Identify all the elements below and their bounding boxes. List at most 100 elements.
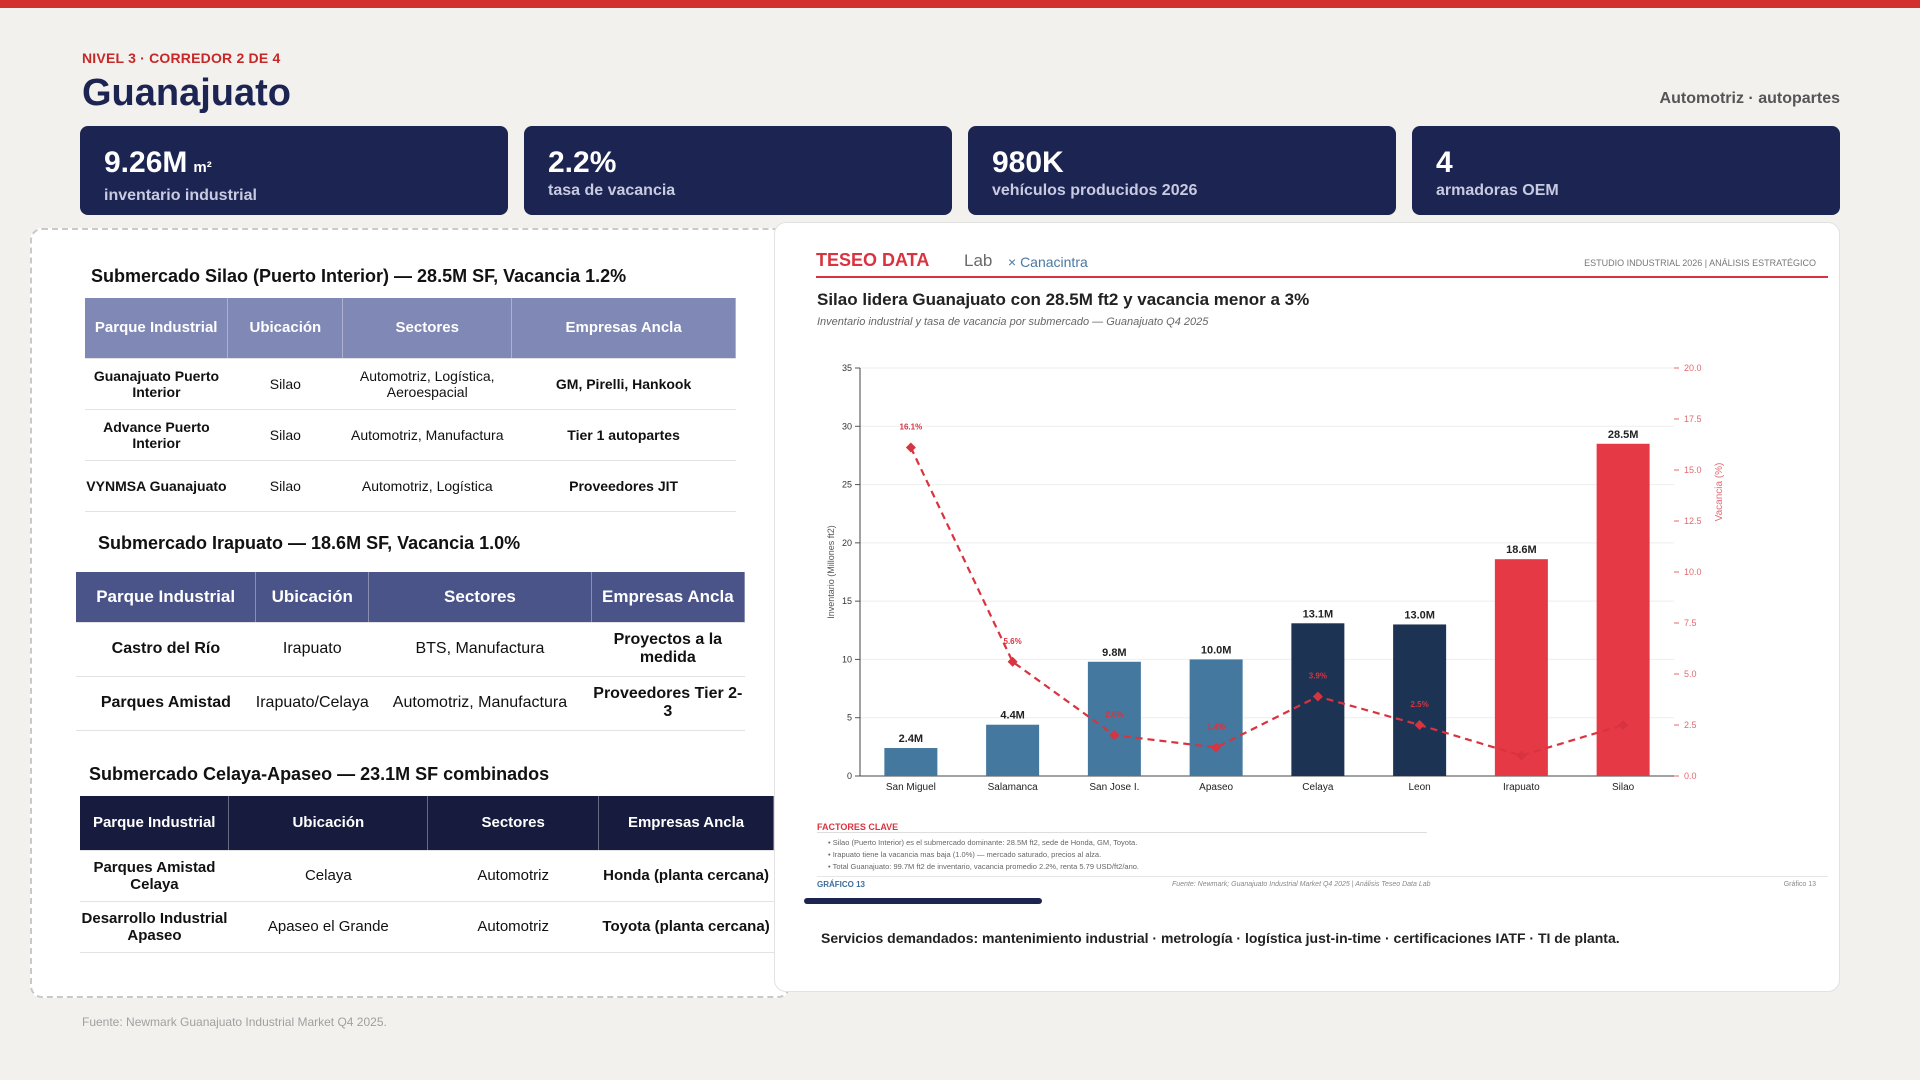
brand-lab: Lab: [964, 251, 993, 270]
y2-axis-label: Vacancia (%): [1714, 463, 1725, 522]
cell: Parques Amistad: [76, 676, 256, 731]
key-factor-item: • Irapuato tiene la vacancia mas baja (1…: [828, 850, 1102, 859]
cell: Apaseo el Grande: [228, 901, 428, 953]
page-tagline: Automotriz · autopartes: [1659, 90, 1840, 107]
kpi-label: armadoras OEM: [1436, 182, 1559, 199]
col-header: Sectores: [427, 796, 600, 851]
cell: Silao: [227, 409, 343, 461]
kpi-value: 980K: [992, 146, 1064, 179]
y2-tick-label: 17.5: [1684, 414, 1702, 424]
table-row: Parques Amistad Celaya Celaya Automotriz…: [80, 850, 774, 902]
vacancy-point: [1516, 750, 1527, 761]
cell: Celaya: [228, 850, 428, 902]
vacancy-point: [1109, 730, 1120, 741]
x-tick-label: Celaya: [1302, 782, 1334, 793]
cell: Automotriz, Manufactura: [368, 676, 592, 731]
vacancy-value-label: 16.1%: [900, 423, 923, 432]
vacancy-point: [1211, 742, 1222, 753]
kpi-label: tasa de vacancia: [548, 182, 676, 199]
cell: Automotriz, Manufactura: [342, 409, 512, 461]
y-tick-label: 0: [847, 771, 852, 781]
vacancy-line: [909, 447, 1624, 757]
key-factor-item: • Total Guanajuato: 99.7M ft2 de inventa…: [828, 862, 1140, 871]
bar: [1189, 659, 1243, 776]
bar-value-label: 18.6M: [1506, 544, 1537, 556]
x-tick-label: San Jose I.: [1089, 782, 1139, 793]
bar: [986, 724, 1040, 776]
table-row: VYNMSA Guanajuato Silao Automotriz, Logí…: [85, 460, 736, 512]
chart-title: Silao lidera Guanajuato con 28.5M ft2 y …: [817, 290, 1310, 309]
study-label: ESTUDIO INDUSTRIAL 2026 | ANÁLISIS ESTRA…: [1584, 258, 1816, 268]
bar: [884, 748, 938, 776]
table-row: Castro del Río Irapuato BTS, Manufactura…: [76, 622, 745, 677]
section-kicker: NIVEL 3 · CORREDOR 2 DE 4: [82, 50, 281, 66]
vacancy-value-label: 5.6%: [1004, 637, 1022, 646]
vacancy-point: [1618, 720, 1629, 730]
y-axis-label: Inventario (Millones ft2): [826, 525, 836, 619]
cell: Proyectos a la medida: [591, 622, 745, 677]
cell: Automotriz: [427, 901, 599, 953]
page-source: Fuente: Newmark Guanajuato Industrial Ma…: [82, 1015, 387, 1029]
cell: Irapuato: [255, 622, 369, 677]
col-header: Sectores: [342, 298, 513, 359]
col-header: Ubicación: [228, 796, 429, 851]
cell: Guanajuato Puerto Interior: [85, 358, 228, 410]
key-factors-divider: [817, 832, 1427, 833]
chart-footer-number: Gráfico 13: [1783, 881, 1816, 888]
cell: Castro del Río: [76, 622, 256, 677]
y2-tick-label: 15.0: [1684, 465, 1702, 475]
cell: Desarrollo Industrial Apaseo: [80, 901, 229, 953]
table-row: Desarrollo Industrial Apaseo Apaseo el G…: [80, 901, 774, 953]
vacancy-point: [1414, 720, 1425, 730]
x-tick-label: Apaseo: [1199, 782, 1233, 793]
col-header: Empresas Ancla: [591, 572, 746, 623]
kpi-value: 9.26M m²: [104, 146, 212, 179]
kpi-card-oem: 4 armadoras OEM: [1412, 126, 1840, 215]
panel-accent-bar: [804, 898, 1042, 904]
x-tick-label: Silao: [1612, 782, 1635, 793]
key-factor-item: • Silao (Puerto Interior) es el submerca…: [828, 838, 1138, 847]
cell: Advance Puerto Interior: [85, 409, 228, 461]
submarket-title-celaya: Submercado Celaya-Apaseo — 23.1M SF comb…: [89, 764, 550, 784]
bar-value-label: 2.4M: [899, 733, 923, 745]
vacancy-value-label: 1.4%: [1207, 722, 1225, 731]
col-header: Ubicación: [255, 572, 370, 623]
cell: BTS, Manufactura: [368, 622, 592, 677]
services-note: Servicios demandados: mantenimiento indu…: [821, 930, 1620, 946]
bar-value-label: 9.8M: [1102, 647, 1126, 659]
inventory-vacancy-chart: 0 5 10 15 20 25 30 35 0.0 2.5 5.0 7.5 10.0 12.5 15.0 17…: [826, 363, 1725, 793]
y2-tick-label: 20.0: [1684, 363, 1702, 373]
kpi-row: 9.26M m² inventario industrial 2.2% tasa …: [80, 126, 1840, 215]
col-header: Parque Industrial: [85, 298, 229, 359]
brand-partner: × Canacintra: [1008, 254, 1088, 270]
x-tick-label: Leon: [1409, 782, 1431, 793]
vacancy-point: [1312, 691, 1323, 702]
y-tick-label: 10: [842, 654, 852, 664]
bar-value-label: 4.4M: [1000, 710, 1024, 722]
y-tick-label: 15: [842, 596, 852, 606]
chart-footer-label: GRÁFICO 13: [817, 880, 866, 889]
header-divider: [816, 276, 1828, 278]
bar-value-label: 13.0M: [1404, 609, 1435, 621]
table-row: Guanajuato Puerto Interior Silao Automot…: [85, 358, 736, 410]
bar-value-label: 10.0M: [1201, 644, 1232, 656]
bar: [1494, 559, 1548, 776]
x-tick-label: San Miguel: [886, 782, 936, 793]
bar: [1087, 661, 1141, 776]
cell: Automotriz, Logística: [342, 460, 512, 512]
vacancy-point: [905, 442, 916, 453]
cell: Honda (planta cercana): [598, 850, 774, 902]
cell: Parques Amistad Celaya: [80, 850, 229, 902]
kpi-card-vacancy: 2.2% tasa de vacancia: [524, 126, 952, 215]
cell: Tier 1 autopartes: [511, 409, 736, 461]
kpi-card-inventory: 9.26M m² inventario industrial: [80, 126, 508, 215]
y-tick-label: 35: [842, 363, 852, 373]
chart-footer-divider: [817, 876, 1828, 877]
table-row: Parques Amistad Irapuato/Celaya Automotr…: [76, 676, 745, 731]
table-celaya: Parque Industrial Ubicación Sectores Emp…: [80, 796, 774, 953]
top-accent-bar: [0, 0, 1920, 8]
cell: Proveedores Tier 2-3: [591, 676, 745, 731]
y-tick-label: 25: [842, 480, 852, 490]
cell: VYNMSA Guanajuato: [85, 460, 228, 512]
cell: Silao: [227, 358, 343, 410]
